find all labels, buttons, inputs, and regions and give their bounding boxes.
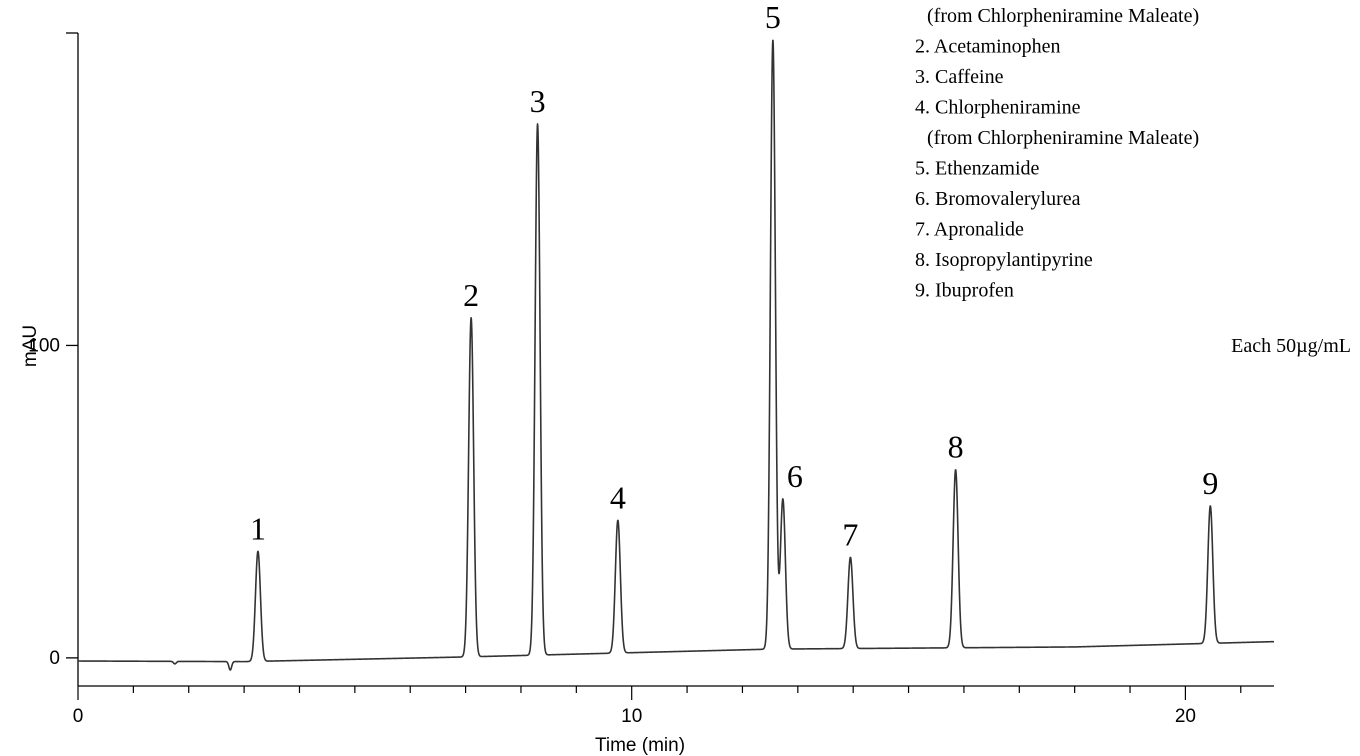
legend-line: 4. Chlorpheniramine (915, 97, 1081, 119)
peak-label-8: 8 (948, 429, 964, 465)
peak-label-5: 5 (765, 0, 781, 35)
legend-line: 9. Ibuprofen (915, 280, 1014, 302)
legend: (from Chlorpheniramine Maleate) 2. Acetam… (915, 5, 1199, 302)
x-axis-label: Time (min) (595, 735, 685, 756)
legend-line: (from Chlorpheniramine Maleate) (927, 5, 1199, 27)
x-tick-label: 20 (1175, 706, 1196, 727)
peak-label-4: 4 (610, 479, 626, 515)
legend-line: (from Chlorpheniramine Maleate) (927, 127, 1199, 149)
x-tick-label: 0 (73, 706, 84, 727)
legend-line: 2. Acetaminophen (915, 36, 1061, 58)
y-tick-label: 0 (49, 648, 60, 669)
legend-line: 7. Apronalide (915, 219, 1024, 241)
peak-label-2: 2 (463, 277, 479, 313)
y-axis-label: mAU (20, 325, 41, 367)
concentration-note: Each 50µg/mL (1231, 335, 1351, 357)
peak-label-1: 1 (250, 510, 266, 546)
chromatogram-trace (77, 39, 1275, 671)
x-tick-label: 10 (621, 706, 642, 727)
peak-labels: 1 2 3 4 5 6 7 8 9 (250, 0, 1218, 552)
peak-label-3: 3 (530, 83, 546, 119)
y-tick-label: 100 (28, 335, 60, 356)
legend-line: 8. Isopropylantipyrine (915, 249, 1093, 271)
legend-line: 5. Ethenzamide (915, 158, 1040, 180)
peak-label-9: 9 (1202, 465, 1218, 501)
legend-line: 6. Bromovalerylurea (915, 188, 1081, 210)
peak-label-7: 7 (842, 516, 858, 552)
peak-label-6: 6 (787, 458, 803, 494)
legend-line: 3. Caffeine (915, 66, 1004, 88)
axes: 0 100 0 10 20 (28, 32, 1274, 727)
